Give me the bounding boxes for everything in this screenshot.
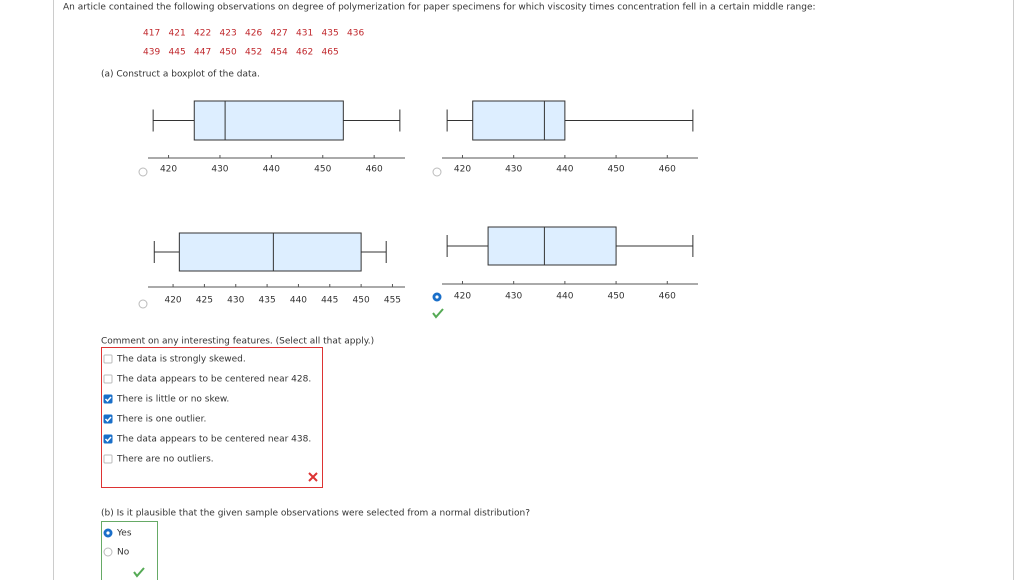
option-label: The data is strongly skewed.	[116, 355, 246, 365]
data-value: 445	[169, 48, 186, 58]
data-value: 431	[296, 29, 313, 39]
x-tick-label: 420	[164, 296, 181, 306]
data-value: 450	[220, 48, 237, 58]
data-value: 426	[245, 29, 262, 39]
checkbox[interactable]	[103, 394, 113, 404]
checkbox[interactable]	[103, 414, 113, 424]
x-tick-label: 445	[321, 296, 338, 306]
x-tick-label: 440	[556, 292, 573, 302]
incorrect-icon	[308, 472, 318, 482]
option-label: The data appears to be centered near 428…	[116, 375, 311, 385]
box	[193, 100, 344, 141]
data-value: 465	[322, 48, 339, 58]
data-value: 452	[245, 48, 262, 58]
data-value: 417	[143, 29, 160, 39]
x-tick-label: 435	[259, 296, 276, 306]
data-value: 454	[271, 48, 288, 58]
x-tick-label: 440	[290, 296, 307, 306]
part-b-prompt: (b) Is it plausible that the given sampl…	[101, 509, 530, 519]
x-tick-label: 450	[607, 165, 624, 175]
x-tick-label: 455	[384, 296, 401, 306]
comment-frame	[101, 347, 323, 488]
option-label: Yes	[116, 529, 132, 539]
checkbox[interactable]	[103, 354, 113, 364]
box	[178, 232, 362, 272]
radio-button[interactable]	[138, 167, 148, 177]
box	[472, 100, 566, 141]
data-value: 421	[169, 29, 186, 39]
option-label: There is one outlier.	[116, 415, 206, 425]
correct-icon	[432, 308, 444, 319]
data-value: 423	[220, 29, 237, 39]
radio-dot	[435, 295, 439, 299]
data-value: 422	[194, 29, 211, 39]
x-tick-label: 450	[353, 296, 370, 306]
data-value: 439	[143, 48, 160, 58]
x-tick-label: 430	[211, 165, 228, 175]
x-tick-label: 460	[659, 165, 676, 175]
data-value: 435	[322, 29, 339, 39]
checkbox[interactable]	[103, 454, 113, 464]
x-tick-label: 440	[556, 165, 573, 175]
radio-button[interactable]	[432, 167, 442, 177]
correct-icon	[133, 567, 145, 578]
data-value: 462	[296, 48, 313, 58]
radio-dot	[106, 531, 110, 535]
data-value: 447	[194, 48, 211, 58]
x-tick-label: 420	[160, 165, 177, 175]
x-tick-label: 460	[366, 165, 383, 175]
data-value: 427	[271, 29, 288, 39]
checkbox-tick	[104, 416, 112, 423]
checkbox[interactable]	[103, 374, 113, 384]
data-value: 436	[347, 29, 364, 39]
option-label: There are no outliers.	[116, 455, 214, 465]
x-tick-label: 420	[454, 165, 471, 175]
option-label: No	[117, 548, 130, 558]
x-tick-label: 430	[505, 165, 522, 175]
question-text: An article contained the following obser…	[63, 3, 816, 13]
checkbox-tick	[104, 436, 112, 443]
answer-frame	[101, 521, 158, 580]
x-tick-label: 440	[263, 165, 280, 175]
radio-button[interactable]	[138, 299, 148, 309]
box	[487, 226, 617, 266]
x-tick-label: 420	[454, 292, 471, 302]
x-tick-label: 430	[227, 296, 244, 306]
checkbox[interactable]	[103, 434, 113, 444]
option-label: The data appears to be centered near 438…	[116, 435, 311, 445]
x-tick-label: 460	[659, 292, 676, 302]
option-label: There is little or no skew.	[116, 395, 229, 405]
x-tick-label: 430	[505, 292, 522, 302]
part-a-prompt: (a) Construct a boxplot of the data.	[101, 70, 260, 80]
x-tick-label: 450	[607, 292, 624, 302]
x-tick-label: 450	[314, 165, 331, 175]
radio-button[interactable]	[103, 547, 113, 557]
x-tick-label: 425	[196, 296, 213, 306]
comment-prompt: Comment on any interesting features. (Se…	[101, 337, 374, 347]
checkbox-tick	[104, 396, 112, 403]
